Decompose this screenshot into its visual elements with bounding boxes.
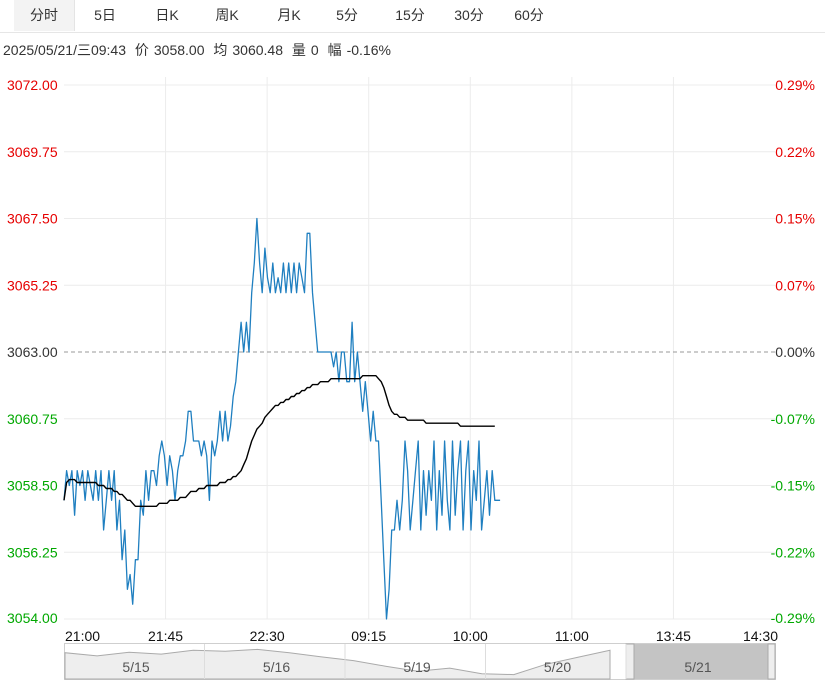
x-tick-label: 21:45 [148,628,183,644]
tab-4[interactable]: 月K [277,7,301,23]
y-tick-label: 3058.50 [7,478,58,494]
average-line [63,375,495,507]
tab-8[interactable]: 60分 [514,7,544,23]
navigator-handle-left [625,643,635,680]
tab-6[interactable]: 15分 [395,7,425,23]
y-tick-label: 3054.00 [7,610,58,626]
avg-value: 3060.48 [232,42,283,58]
change-label: 幅 [327,42,342,58]
tab-5[interactable]: 5分 [336,7,358,23]
navigator-selection [634,644,768,679]
navigator-date-label: 5/19 [403,659,430,675]
x-tick-label: 10:00 [453,628,488,644]
navigator-handle-right [767,643,776,680]
y-tick-label: 3072.00 [7,77,58,93]
price-value: 3058.00 [153,42,205,58]
y-tick-label: 3060.75 [7,411,58,427]
x-tick-label: 09:15 [351,628,386,644]
tab-2[interactable]: 日K [155,7,179,23]
navigator-date-label: 5/16 [263,659,290,675]
y-tick-label: 3063.00 [7,344,58,360]
pct-tick-label: 0.07% [775,277,815,293]
navigator-date-label: 5/20 [544,659,571,675]
pct-tick-label: -0.22% [771,544,815,560]
tab-0[interactable]: 分时 [14,0,75,31]
change-value: -0.16% [346,42,391,58]
period-tabs: 分时 5日 日K 周K 月K 5分 15分 30分 60分 [0,0,825,33]
navigator-overview [64,648,611,680]
pct-tick-label: 0.22% [775,144,815,160]
volume-value: 0 [310,42,319,58]
x-tick-label: 11:00 [555,628,589,644]
y-tick-label: 3056.25 [7,544,58,560]
tab-7[interactable]: 30分 [454,7,484,23]
x-tick-label: 14:30 [743,628,778,644]
pct-tick-label: 0.15% [775,211,815,227]
quote-datetime: 2025/05/21/三09:43 [3,42,126,58]
navigator-date-label: 5/15 [122,659,149,675]
y-tick-label: 3067.50 [7,211,58,227]
volume-label: 量 [291,42,306,58]
pct-tick-label: -0.15% [771,478,815,494]
navigator-date-label: 5/21 [684,659,711,675]
tab-1[interactable]: 5日 [94,7,116,23]
y-tick-label: 3069.75 [7,144,58,160]
tab-3[interactable]: 周K [215,7,239,23]
avg-label: 均 [213,42,228,58]
pct-tick-label: 0.00% [775,344,815,360]
x-tick-label: 13:45 [656,628,691,644]
y-tick-label: 3065.25 [7,277,58,293]
x-tick-label: 21:00 [65,628,100,644]
price-label: 价 [134,42,149,58]
pct-tick-label: 0.29% [775,77,815,93]
price-line [63,217,501,620]
x-tick-label: 22:30 [250,628,285,644]
pct-tick-label: -0.07% [771,411,815,427]
pct-tick-label: -0.29% [771,610,815,626]
